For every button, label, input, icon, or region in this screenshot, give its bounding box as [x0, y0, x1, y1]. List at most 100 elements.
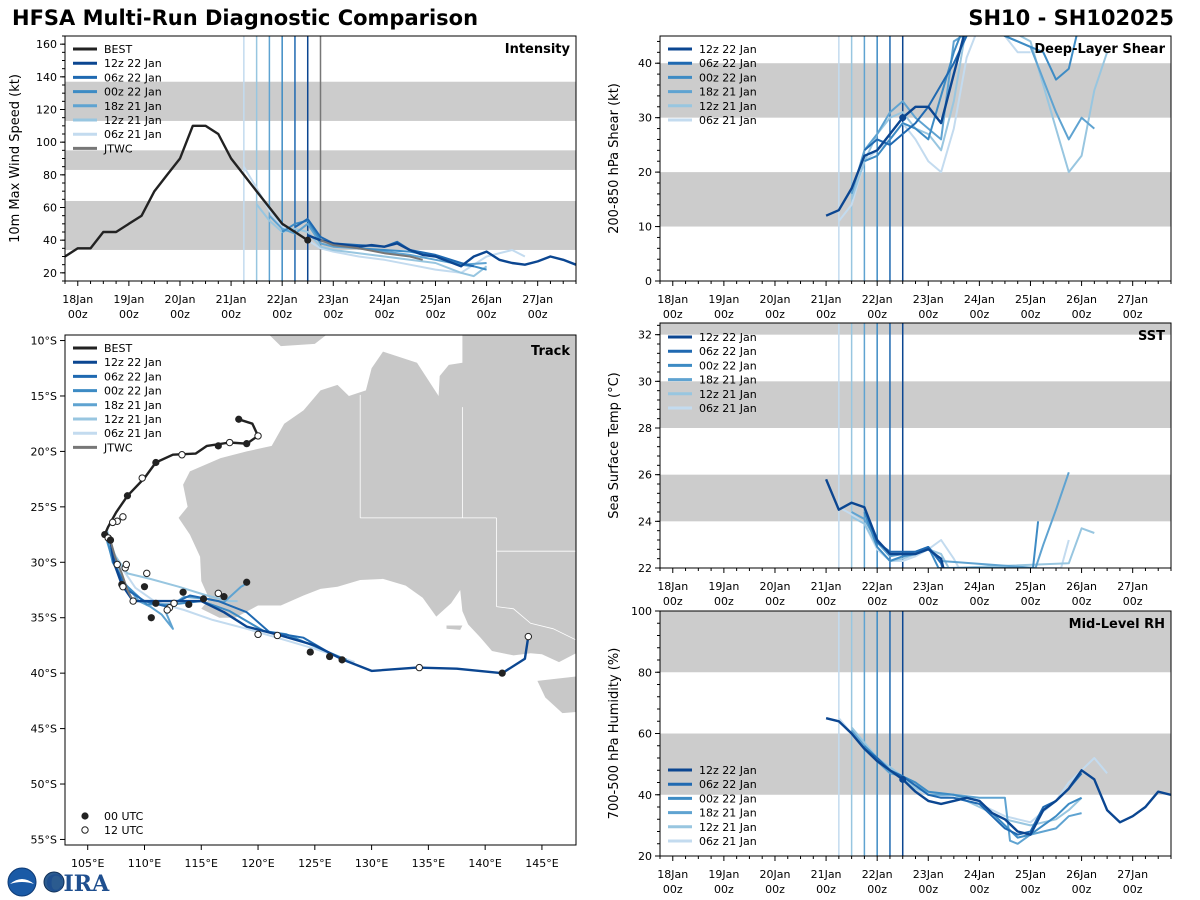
x-tick-label: 120°E	[241, 857, 274, 870]
12utc-marker	[254, 432, 262, 440]
x-tick-label: 00z	[1021, 595, 1041, 608]
x-tick-label: 00z	[765, 595, 785, 608]
y-tick-label: 60	[43, 202, 57, 215]
x-tick-label: 135°E	[412, 857, 445, 870]
legend-label-18z-21-jan: 18z 21 Jan	[104, 399, 162, 412]
series-group	[825, 717, 1171, 845]
legend-label-12utc: 12 UTC	[104, 824, 144, 837]
legend-label-00z-22-jan: 00z 22 Jan	[699, 792, 757, 805]
series-line-06z-21-jan	[838, 36, 1031, 222]
x-tick-label: 20Jan	[759, 293, 790, 306]
x-tick-label: 26Jan	[1066, 868, 1097, 881]
y-tick-label: 80	[43, 169, 57, 182]
shear-chart: 18Jan 00z 19Jan 00z 20Jan 00z 21Jan 00z 22Jan 00z…	[607, 35, 1172, 321]
x-tick-label: 00z	[528, 308, 548, 321]
x-tick-label: 00z	[477, 308, 497, 321]
legend-label-best: BEST	[104, 43, 132, 56]
panel-title: SST	[1138, 329, 1165, 344]
x-tick-label: 27Jan	[522, 293, 553, 306]
legend-label-06z-21-jan: 06z 21 Jan	[699, 114, 757, 127]
x-tick-label: 00z	[867, 595, 887, 608]
panel-title: Mid-Level RH	[1069, 617, 1165, 632]
y-tick-label: 100	[631, 605, 652, 618]
legend-label-00z-22-jan: 00z 22 Jan	[699, 71, 757, 84]
series-line-best	[65, 124, 309, 258]
legend-label-jtwc: JTWC	[103, 142, 133, 155]
x-tick-label: 00z	[867, 308, 887, 321]
legend-label-06z-22-jan: 06z 22 Jan	[699, 778, 757, 791]
y-axis-label: 10m Max Wind Speed (kt)	[8, 74, 23, 243]
track-line-jtwc	[109, 539, 134, 602]
x-tick-label: 00z	[119, 308, 139, 321]
x-tick-label: 00z	[323, 308, 343, 321]
y-tick-label: 140	[36, 71, 57, 84]
legend-label-00z-22-jan: 00z 22 Jan	[699, 359, 757, 372]
x-tick-label: 20Jan	[759, 580, 790, 593]
12utc-marker	[143, 569, 151, 578]
legend-label-00utc: 00 UTC	[104, 810, 144, 823]
legend-label-06z-22-jan: 06z 22 Jan	[699, 345, 757, 358]
series-group	[824, 471, 1095, 568]
x-tick-label: 21Jan	[216, 293, 247, 306]
current-marker-best	[304, 236, 312, 244]
00utc-marker	[147, 614, 155, 622]
threshold-band	[660, 63, 1171, 118]
12utc-marker	[170, 599, 178, 608]
x-tick-label: 18Jan	[62, 293, 93, 306]
threshold-band	[660, 381, 1171, 428]
x-tick-label: 00z	[1021, 308, 1041, 321]
x-tick-label: 00z	[1123, 595, 1143, 608]
12utc-marker	[524, 632, 533, 641]
x-tick-label: 00z	[714, 308, 734, 321]
x-tick-label: 00z	[1021, 883, 1041, 896]
x-tick-label: 00z	[272, 308, 292, 321]
y-tick-label: 60	[638, 728, 652, 741]
legend-label-12z-21-jan: 12z 21 Jan	[699, 100, 757, 113]
y-tick-label: 40°S	[31, 667, 57, 680]
00utc-marker	[325, 652, 334, 661]
x-tick-label: 20Jan	[759, 868, 790, 881]
legend-label-12z-21-jan: 12z 21 Jan	[104, 114, 162, 127]
x-tick-label: 00z	[1072, 595, 1092, 608]
current-marker-12z-22-jan	[899, 114, 907, 122]
series-line-18z-21-jan	[850, 729, 1082, 845]
00utc-marker	[179, 588, 187, 596]
intensity-chart: 18Jan 00z 19Jan 00z 20Jan 00z 21Jan 00z 22Jan 00z…	[8, 35, 577, 321]
x-tick-label: 00z	[1123, 308, 1143, 321]
cira-logo: CIRA	[7, 867, 110, 897]
00utc-marker	[220, 593, 228, 601]
legend-label-jtwc: JTWC	[103, 441, 133, 454]
x-tick-label: 00z	[969, 883, 989, 896]
y-tick-label: 30	[638, 375, 652, 388]
y-axis-label: 200-850 hPa Shear (kt)	[607, 83, 622, 234]
x-tick-label: 00z	[918, 595, 938, 608]
y-tick-label: 10°S	[31, 335, 57, 348]
x-tick-label: 27Jan	[1117, 293, 1148, 306]
sst-chart: 18Jan 00z 19Jan 00z 20Jan 00z 21Jan 00z 22Jan 00z…	[607, 322, 1172, 608]
x-tick-label: 27Jan	[1117, 868, 1148, 881]
legend-label-00z-22-jan: 00z 22 Jan	[104, 385, 162, 398]
kangaroo-island	[446, 625, 463, 630]
x-tick-label: 22Jan	[862, 580, 893, 593]
x-tick-label: 26Jan	[1066, 580, 1097, 593]
x-tick-label: 18Jan	[657, 293, 688, 306]
legend-label-12z-22-jan: 12z 22 Jan	[104, 57, 162, 70]
threshold-band	[660, 611, 1171, 673]
series-line-00z-22-jan	[864, 36, 1078, 163]
x-tick-label: 105°E	[71, 857, 104, 870]
12utc-marker	[129, 597, 137, 605]
12utc-marker	[178, 451, 186, 459]
y-tick-label: 160	[36, 38, 57, 51]
y-tick-label: 80	[638, 666, 652, 679]
12utc-marker	[415, 663, 423, 672]
y-axis-label: 700-500 hPa Humidity (%)	[607, 648, 622, 820]
noaa-bird-icon	[10, 879, 34, 884]
x-tick-label: 22Jan	[862, 868, 893, 881]
legend-label-06z-21-jan: 06z 21 Jan	[104, 427, 162, 440]
legend-label-12z-21-jan: 12z 21 Jan	[104, 413, 162, 426]
00utc-marker	[243, 578, 251, 586]
legend-label-12z-21-jan: 12z 21 Jan	[699, 821, 757, 834]
track-map: 105°E 110°E 115°E 120°E 125°E 130°E 135°E 140°E…	[31, 334, 577, 870]
legend-label-12z-22-jan: 12z 22 Jan	[699, 331, 757, 344]
legend-label-06z-22-jan: 06z 22 Jan	[699, 57, 757, 70]
